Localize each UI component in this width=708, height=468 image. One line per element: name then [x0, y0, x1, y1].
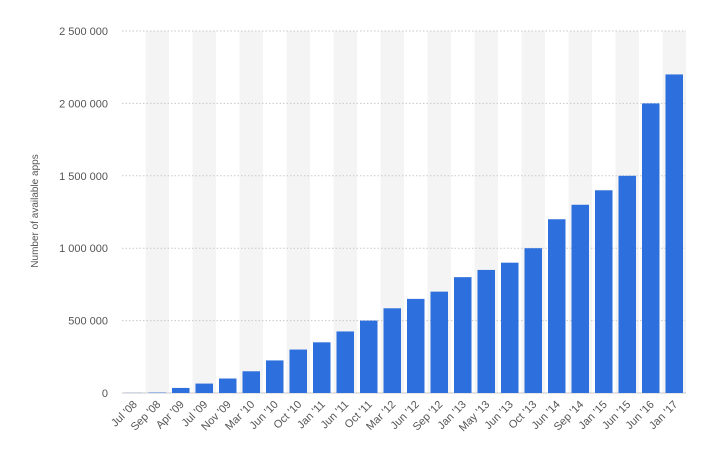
bar: [525, 248, 543, 393]
y-tick-label: 0: [102, 388, 108, 400]
bar: [478, 270, 496, 393]
bar: [454, 277, 472, 393]
bar: [666, 74, 684, 393]
bar: [548, 219, 566, 393]
bar: [243, 371, 261, 393]
bar: [642, 103, 660, 393]
column-band: [287, 31, 311, 393]
y-axis-label: Number of available apps: [30, 154, 41, 267]
bar: [431, 292, 449, 393]
bar: [266, 360, 284, 393]
bar: [501, 263, 519, 393]
bar: [172, 388, 190, 393]
y-tick-labels: 0 500 000 1 000 000 1 500 000 2 000 000 2 500…: [59, 26, 108, 400]
y-tick-label: 1 000 000: [59, 243, 108, 255]
bar: [196, 384, 214, 393]
y-tick-label: 1 500 000: [59, 171, 108, 183]
bar: [595, 190, 613, 393]
bar: [572, 205, 590, 393]
bar: [407, 299, 425, 393]
y-tick-label: 2 000 000: [59, 98, 108, 110]
bar: [337, 331, 355, 393]
bar: [219, 379, 237, 393]
column-band: [146, 31, 170, 393]
bar: [290, 350, 308, 393]
column-band: [193, 31, 217, 393]
bar: [360, 321, 378, 393]
bar: [313, 342, 331, 393]
y-tick-label: 2 500 000: [59, 26, 108, 38]
bar: [619, 176, 637, 393]
y-tick-label: 500 000: [68, 316, 108, 328]
column-band: [240, 31, 264, 393]
bar: [384, 308, 402, 393]
